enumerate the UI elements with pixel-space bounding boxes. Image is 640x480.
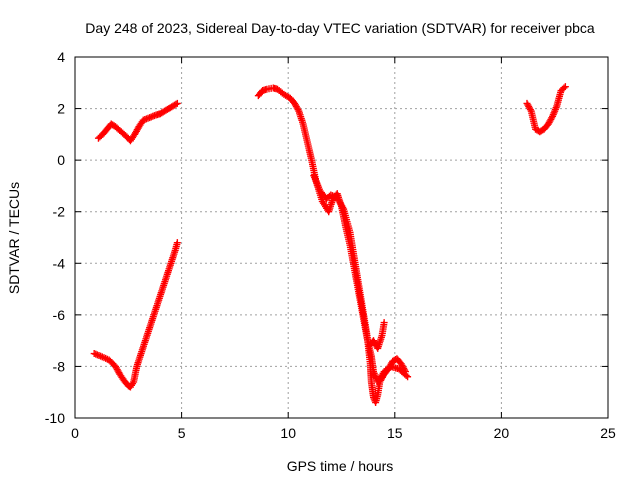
y-tick-label: -6	[53, 307, 66, 323]
series-track-a-lower	[90, 239, 181, 391]
data-point-sample	[402, 371, 410, 379]
data-point-sample	[526, 106, 534, 114]
data-point	[404, 373, 412, 381]
x-tick-label: 10	[280, 425, 296, 441]
y-tick-label: -2	[53, 204, 66, 220]
data-point	[561, 83, 569, 91]
data-point-sample	[560, 84, 568, 92]
y-tick-label: -8	[53, 358, 66, 374]
data-point-sample	[294, 106, 302, 114]
y-axis-label: SDTVAR / TECUs	[6, 182, 22, 294]
chart-title: Day 248 of 2023, Sidereal Day-to-day VTE…	[85, 20, 595, 36]
y-tick-label: -10	[45, 410, 65, 426]
data-point	[173, 99, 181, 107]
y-tick-label: 2	[57, 101, 65, 117]
y-tick-label: -4	[53, 255, 66, 271]
x-tick-label: 0	[71, 425, 79, 441]
data-point-sample	[401, 366, 409, 374]
series-track-b-branch	[310, 172, 409, 407]
data-point	[401, 368, 409, 376]
x-tick-label: 15	[387, 425, 403, 441]
series-track-c	[523, 83, 569, 136]
y-tick-label: 4	[57, 49, 65, 65]
series-track-a-upper	[94, 99, 181, 145]
data-point	[173, 239, 181, 247]
data-point-sample	[172, 100, 180, 108]
series-track-b-spike	[365, 319, 388, 352]
y-tick-label: 0	[57, 152, 65, 168]
data-point-sample	[548, 114, 556, 122]
x-tick-label: 20	[494, 425, 510, 441]
plot-frame	[74, 56, 609, 419]
x-axis-label: GPS time / hours	[287, 458, 394, 474]
data-points	[90, 83, 569, 407]
data-point	[380, 319, 388, 327]
x-tick-label: 25	[600, 425, 616, 441]
x-tick-label: 5	[178, 425, 186, 441]
